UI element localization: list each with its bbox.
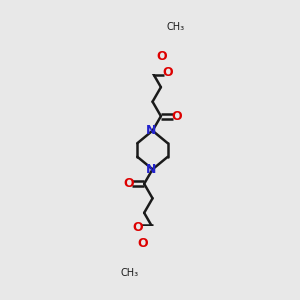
Text: O: O bbox=[171, 110, 181, 123]
Text: CH₃: CH₃ bbox=[121, 268, 139, 278]
Text: O: O bbox=[138, 237, 148, 250]
Text: N: N bbox=[146, 124, 157, 137]
Text: O: O bbox=[132, 221, 142, 234]
Text: CH₃: CH₃ bbox=[166, 22, 184, 32]
Text: N: N bbox=[146, 163, 157, 176]
Text: O: O bbox=[163, 66, 173, 79]
Text: O: O bbox=[124, 177, 134, 190]
Text: O: O bbox=[157, 50, 167, 63]
